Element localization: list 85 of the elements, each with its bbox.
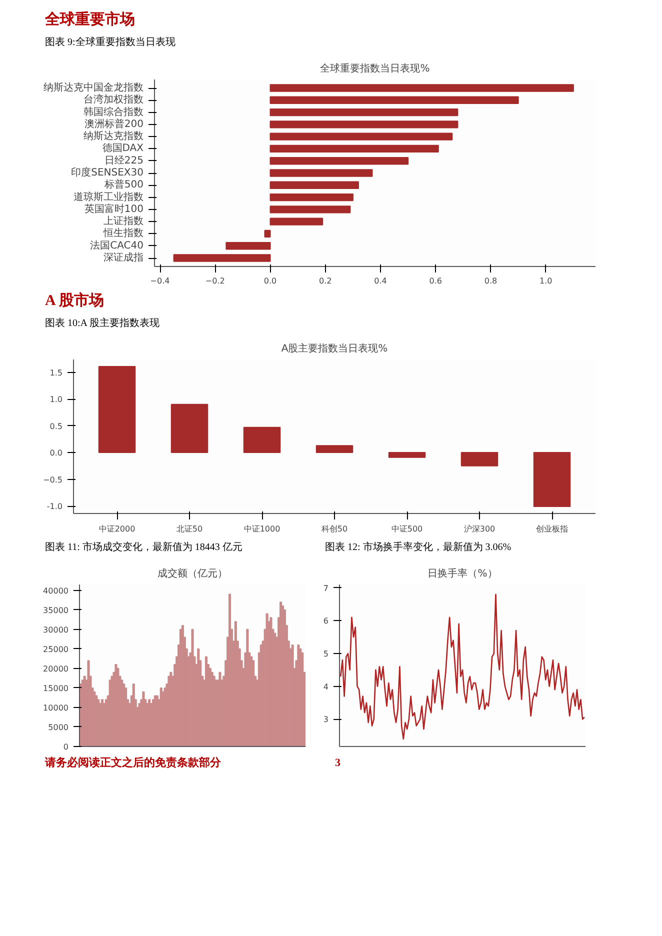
bar — [270, 108, 458, 116]
y-tick-label: 5 — [323, 649, 329, 658]
x-tick-label: −0.2 — [205, 276, 225, 286]
bar — [264, 230, 271, 238]
bar — [270, 217, 324, 226]
y-tick-label: 澳洲标普200 — [84, 118, 144, 130]
bar — [270, 193, 354, 201]
y-tick-label: 恒生指数 — [102, 226, 144, 239]
x-tick-label: 科创50 — [321, 524, 348, 534]
text: 请务必阅读正文之后的免责条款部分 — [45, 756, 221, 771]
y-tick-label: 法国CAC40 — [90, 239, 144, 252]
y-tick-label: 0 — [63, 742, 69, 752]
y-tick-label: 20000 — [43, 664, 69, 674]
line-series — [340, 593, 586, 740]
x-tick-label: 沪深300 — [464, 524, 496, 534]
chart-title: 全球重要指数当日表现% — [320, 62, 430, 74]
chart-title: A股主要指数当日表现% — [281, 342, 388, 355]
text: A 股市场 — [45, 291, 104, 311]
y-tick-label: 15000 — [43, 684, 69, 693]
y-tick-label: 标普500 — [103, 178, 144, 190]
y-tick-label: 1.0 — [50, 395, 63, 404]
x-tick-label: −0.4 — [150, 276, 170, 286]
bar — [270, 181, 359, 189]
y-tick-label: 德国DAX — [102, 142, 144, 154]
bar — [270, 132, 453, 140]
y-tick-label: 0.0 — [50, 448, 63, 458]
bar — [388, 452, 426, 458]
y-tick-label: 35000 — [43, 606, 69, 615]
text: 图表 11: 市场成交变化，最新值为 18443 亿元 — [45, 541, 242, 556]
y-tick-label: 英国富时100 — [84, 202, 144, 215]
bar — [173, 254, 271, 262]
y-tick-label: 30000 — [43, 625, 69, 634]
bar — [270, 96, 519, 104]
x-tick-label: 0.4 — [374, 276, 387, 286]
bar — [270, 156, 409, 164]
text: 图表 12: 市场换手率变化，最新值为 3.06% — [325, 541, 512, 556]
bar — [270, 84, 574, 92]
bar — [316, 445, 354, 454]
bar — [270, 144, 439, 152]
bar — [243, 427, 281, 454]
y-tick-label: 7 — [323, 583, 329, 592]
x-tick-label: 北证50 — [176, 524, 203, 534]
y-tick-label: 6 — [323, 616, 329, 626]
y-tick-label: 台湾加权指数 — [84, 93, 144, 106]
x-tick-label: 1.0 — [540, 276, 552, 286]
bar — [460, 452, 498, 467]
x-tick-label: 创业板指 — [536, 524, 568, 534]
bar — [98, 366, 136, 454]
y-tick-label: 5000 — [48, 722, 68, 732]
y-tick-label: 纳斯达克中国金龙指数 — [44, 81, 144, 94]
x-tick-label: 0.6 — [429, 276, 442, 286]
x-tick-label: 中证1000 — [244, 524, 280, 534]
y-tick-label: 10000 — [43, 703, 69, 712]
y-tick-label: 日经225 — [104, 154, 144, 166]
y-tick-label: 上证指数 — [104, 214, 144, 227]
y-tick-label: 40000 — [43, 586, 69, 596]
y-tick-label: -1.0 — [46, 502, 62, 512]
x-tick-label: 0.0 — [264, 276, 277, 286]
bar — [226, 242, 271, 250]
text: 图表 10:A 股主要指数表现 — [45, 317, 160, 332]
y-tick-label: 1.5 — [50, 368, 63, 378]
text: 3 — [335, 756, 340, 771]
chart-title: 日换手率（%） — [428, 567, 498, 580]
y-tick-label: 25000 — [43, 644, 69, 654]
y-tick-label: 4 — [323, 682, 329, 692]
x-tick-label: 中证2000 — [98, 524, 136, 534]
y-tick-label: 深证成指 — [104, 251, 144, 264]
text: 图表 9:全球重要指数当日表现 — [45, 36, 176, 50]
y-tick-label: 韩国综合指数 — [84, 105, 144, 118]
y-tick-label: 道琼斯工业指数 — [74, 190, 144, 202]
bar — [270, 168, 373, 177]
bar — [270, 205, 351, 213]
x-tick-label: 中证500 — [391, 524, 423, 534]
x-tick-label: 0.2 — [319, 276, 332, 286]
chart-title: 成交额（亿元） — [158, 567, 228, 580]
bar — [533, 452, 571, 508]
y-tick-label: 纳斯达克指数 — [84, 130, 144, 142]
bar — [270, 120, 458, 128]
bar — [170, 404, 208, 454]
y-tick-label: 印度SENSEX30 — [71, 166, 144, 178]
y-tick-label: 3 — [323, 714, 329, 724]
x-tick-label: 0.8 — [484, 276, 498, 286]
y-tick-label: 0.5 — [50, 422, 63, 432]
y-tick-label: −0.5 — [43, 476, 63, 485]
text: 全球重要市场 — [45, 10, 135, 30]
